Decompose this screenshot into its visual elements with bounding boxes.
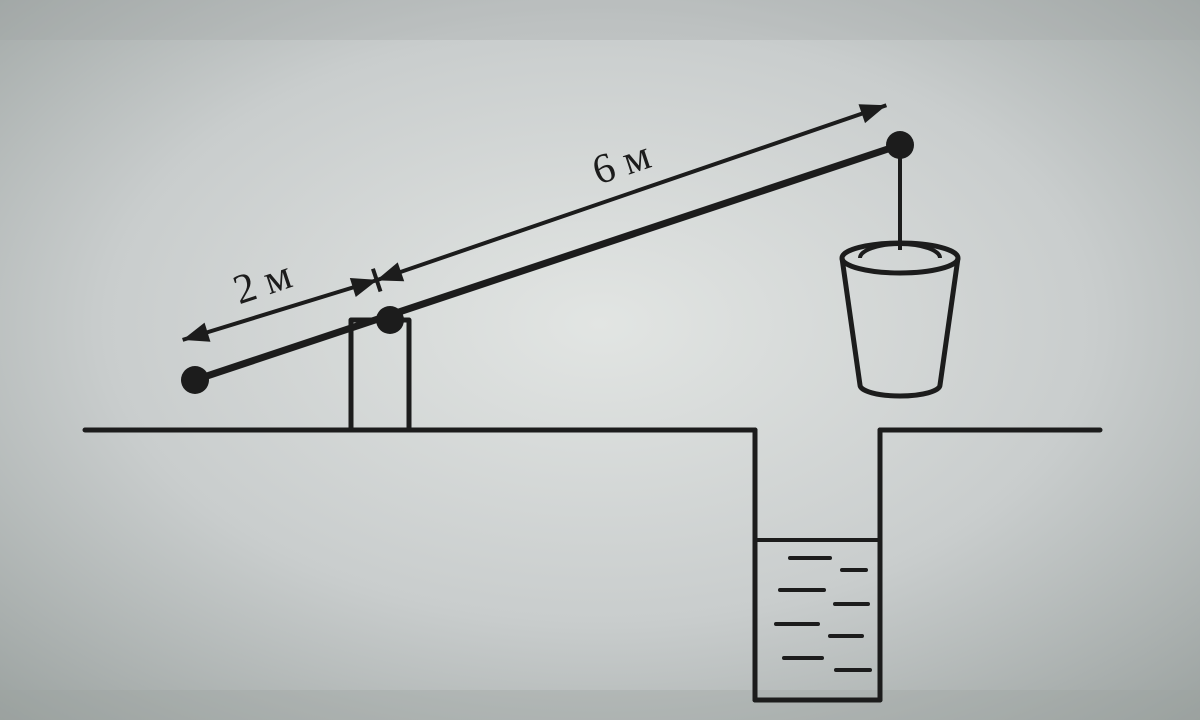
lever-pivot xyxy=(376,306,404,334)
shade-bottom xyxy=(0,690,1200,720)
lever-end-left xyxy=(181,366,209,394)
paper-background xyxy=(0,0,1200,720)
shade-top xyxy=(0,0,1200,40)
